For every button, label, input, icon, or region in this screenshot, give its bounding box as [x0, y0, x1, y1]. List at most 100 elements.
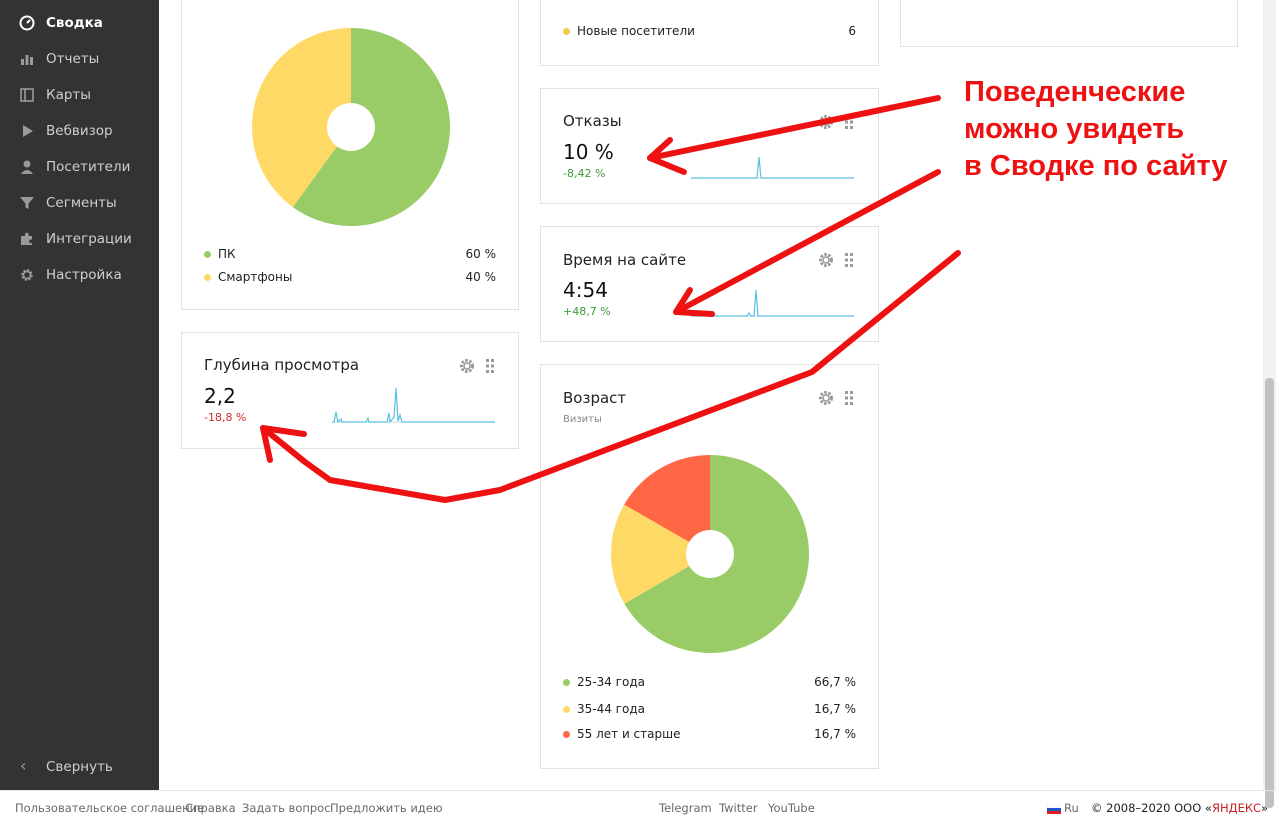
sidebar-item-label: Сегменты	[46, 195, 117, 211]
widget-subtitle: Визиты	[563, 414, 602, 425]
drag-handle-icon[interactable]	[845, 253, 853, 267]
sidebar-item-reports[interactable]: Отчеты	[0, 41, 159, 77]
legend-pct: 66,7 %	[814, 675, 856, 689]
legend-name: 25-34 года	[577, 675, 645, 689]
copyright-prefix: © 2008–2020 ООО «	[1091, 801, 1212, 815]
collapse-sidebar-button[interactable]: ‹ Свернуть	[0, 753, 159, 781]
annotation-text: Поведенческие можно увидеть в Сводке по …	[964, 74, 1264, 185]
gear-icon[interactable]	[460, 359, 474, 373]
legend-dot	[204, 274, 211, 281]
legend-item: ПК 60 %	[204, 247, 496, 263]
legend-name: Новые посетители	[577, 24, 695, 38]
legend-item: Смартфоны 40 %	[204, 270, 496, 286]
drag-handle-icon[interactable]	[486, 359, 494, 373]
sidebar-item-maps[interactable]: Карты	[0, 77, 159, 113]
drag-handle-icon[interactable]	[845, 115, 853, 129]
widget-title: Отказы	[563, 112, 622, 130]
scrollbar-thumb[interactable]	[1265, 378, 1274, 808]
metric-delta: -18,8 %	[204, 411, 247, 424]
footer-link-help[interactable]: Справка	[185, 801, 236, 815]
visitors-widget: Новые посетители 6	[540, 0, 879, 66]
russia-flag-icon	[1046, 803, 1062, 814]
annotation-line: Поведенческие	[964, 76, 1186, 108]
drag-handle-icon[interactable]	[845, 391, 853, 405]
page-depth-widget: Глубина просмотра 2,2 -18,8 %	[181, 332, 519, 449]
legend-dot	[563, 706, 570, 713]
chevron-left-icon: ‹	[20, 756, 27, 775]
legend-name: 35-44 года	[577, 702, 645, 716]
metric-delta: +48,7 %	[563, 305, 611, 318]
footer-link-suggest[interactable]: Предложить идею	[330, 801, 443, 815]
metric-value: 10 %	[563, 140, 614, 164]
metric-value: 2,2	[204, 384, 236, 408]
age-pie-chart	[611, 455, 809, 653]
footer-link-youtube[interactable]: YouTube	[768, 801, 815, 815]
play-icon	[18, 122, 36, 140]
annotation-line: можно увидеть	[964, 113, 1185, 145]
sidebar: Сводка Отчеты Карты Вебвизор Посетители …	[0, 0, 159, 790]
sidebar-item-label: Сводка	[46, 15, 103, 31]
gear-icon	[18, 266, 36, 284]
devices-widget: ПК 60 % Смартфоны 40 %	[181, 0, 519, 310]
legend-name: 55 лет и старше	[577, 727, 681, 741]
copyright-brand[interactable]: ЯНДЕКС	[1211, 801, 1262, 815]
legend-pct: 16,7 %	[814, 702, 856, 716]
footer-link-twitter[interactable]: Twitter	[719, 801, 758, 815]
language-switcher[interactable]: Ru	[1064, 801, 1079, 815]
pie-slice-35-44 года	[611, 504, 710, 604]
widget-title: Время на сайте	[563, 251, 687, 269]
user-icon	[18, 158, 36, 176]
widget-controls	[817, 389, 857, 409]
footer-link-agreement[interactable]: Пользовательское соглашение	[15, 801, 205, 815]
sidebar-item-label: Настройка	[46, 267, 122, 283]
widget-title: Возраст	[563, 389, 627, 407]
copyright-suffix: »	[1261, 801, 1269, 815]
bounce-rate-widget: Отказы 10 % -8,42 %	[540, 88, 879, 204]
map-icon	[18, 86, 36, 104]
depth-sparkline	[332, 387, 495, 424]
sidebar-item-label: Посетители	[46, 159, 131, 175]
filter-icon	[18, 194, 36, 212]
copyright: © 2008–2020 ООО «ЯНДЕКС»	[1091, 801, 1268, 815]
legend-dot	[563, 731, 570, 738]
devices-pie-chart	[252, 28, 450, 226]
legend-name: Смартфоны	[218, 270, 293, 284]
legend-dot	[563, 28, 570, 35]
bar-chart-icon	[18, 50, 36, 68]
sidebar-item-integrations[interactable]: Интеграции	[0, 221, 159, 257]
sidebar-item-segments[interactable]: Сегменты	[0, 185, 159, 221]
puzzle-icon	[18, 230, 36, 248]
legend-value: 6	[848, 24, 856, 38]
legend-name: ПК	[218, 247, 236, 261]
gear-icon[interactable]	[819, 391, 833, 405]
collapse-label: Свернуть	[46, 759, 113, 775]
legend-item: Новые посетители 6	[563, 24, 856, 40]
legend-item: 55 лет и старше 16,7 %	[563, 727, 856, 743]
sidebar-item-summary[interactable]: Сводка	[0, 5, 159, 41]
page-scrollbar[interactable]	[1263, 0, 1276, 808]
time-on-site-widget: Время на сайте 4:54 +48,7 %	[540, 226, 879, 342]
footer-link-ask[interactable]: Задать вопрос	[242, 801, 331, 815]
legend-item: 25-34 года 66,7 %	[563, 675, 856, 691]
legend-pct: 16,7 %	[814, 727, 856, 741]
widget-controls	[458, 357, 498, 377]
legend-dot	[563, 679, 570, 686]
right-widget-partial	[900, 0, 1238, 47]
pie-slice-Смартфоны	[252, 28, 351, 208]
widget-controls	[817, 113, 857, 133]
gauge-icon	[18, 14, 36, 32]
footer-link-telegram[interactable]: Telegram	[659, 801, 712, 815]
legend-item: 35-44 года 16,7 %	[563, 702, 856, 718]
gear-icon[interactable]	[819, 115, 833, 129]
sidebar-item-webvisor[interactable]: Вебвизор	[0, 113, 159, 149]
legend-dot	[204, 251, 211, 258]
sidebar-item-label: Отчеты	[46, 51, 100, 67]
annotation-line: в Сводке по сайту	[964, 150, 1228, 182]
sidebar-item-label: Карты	[46, 87, 91, 103]
gear-icon[interactable]	[819, 253, 833, 267]
legend-pct: 60 %	[465, 247, 497, 261]
sidebar-item-visitors[interactable]: Посетители	[0, 149, 159, 185]
footer: Пользовательское соглашение Справка Зада…	[0, 790, 1276, 821]
age-widget: Возраст Визиты 25-34 года 66,7 % 35-44 г…	[540, 364, 879, 769]
sidebar-item-settings[interactable]: Настройка	[0, 257, 159, 293]
